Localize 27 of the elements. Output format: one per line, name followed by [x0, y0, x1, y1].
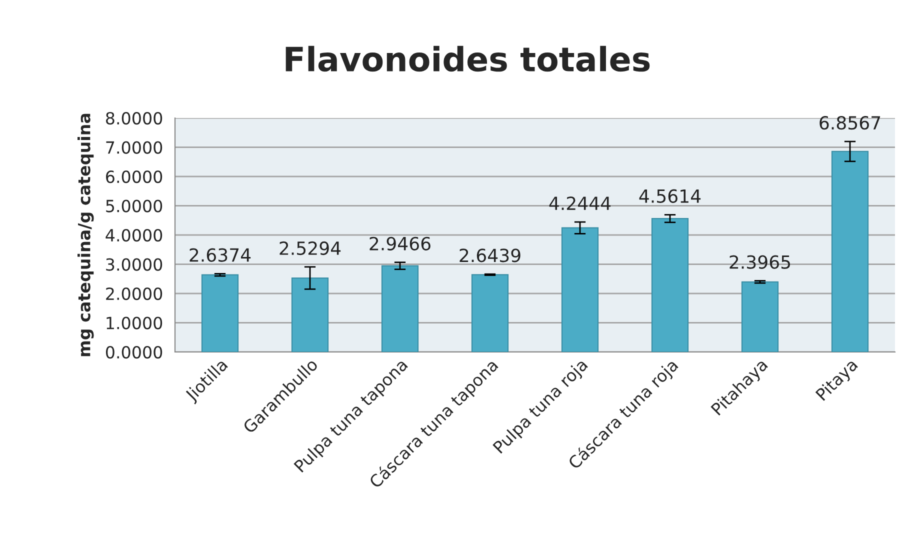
- data-label: 4.2444: [549, 196, 611, 210]
- y-tick-label: 7.0000: [106, 141, 162, 154]
- bar: [561, 227, 599, 352]
- bar: [831, 150, 869, 352]
- y-tick-label: 0.0000: [106, 346, 162, 359]
- bar: [381, 265, 419, 352]
- data-label: 6.8567: [820, 116, 880, 130]
- bar: [471, 274, 509, 352]
- y-tick-label: 4.0000: [106, 228, 162, 242]
- bar: [651, 218, 689, 352]
- y-tick-label: 8.0000: [106, 112, 162, 125]
- y-tick-label: 2.0000: [106, 287, 162, 300]
- y-tick-label: 1.0000: [106, 316, 162, 330]
- y-tick-label: 5.0000: [106, 200, 162, 212]
- data-label: 2.6374: [190, 248, 251, 262]
- bar: [291, 277, 329, 352]
- data-label: 2.6439: [460, 248, 520, 262]
- y-tick-label: 6.0000: [106, 170, 162, 184]
- y-tick-label: 3.0000: [106, 258, 162, 271]
- data-label: 2.9466: [370, 236, 430, 250]
- data-label: 2.5294: [280, 241, 341, 256]
- bar: [201, 274, 239, 352]
- bar: [741, 281, 779, 352]
- y-axis-title: mg catequina/g catequina: [78, 114, 94, 356]
- data-label: 2.3965: [730, 255, 790, 269]
- chart-title: Flavonoides totales: [286, 46, 650, 72]
- data-label: 4.5614: [639, 189, 701, 203]
